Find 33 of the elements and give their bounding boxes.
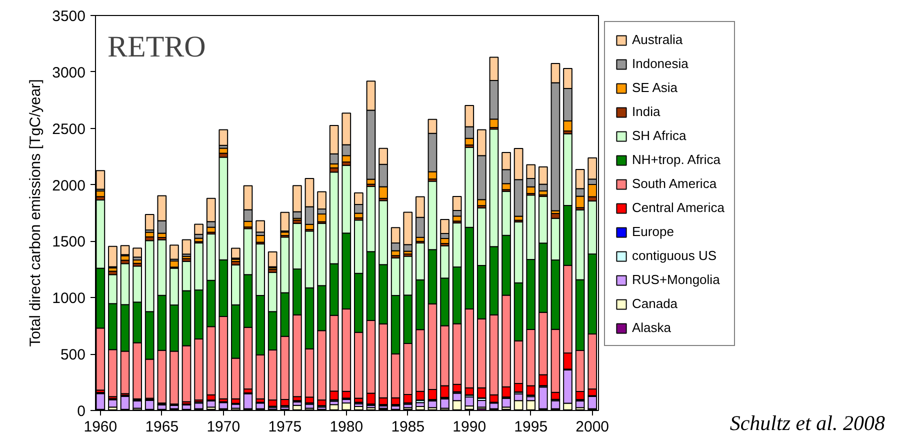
x-tick-label: 2000 <box>576 418 610 436</box>
y-tick-label: 1500 <box>52 234 86 251</box>
legend-label: Europe <box>632 224 674 239</box>
x-tick-label: 1980 <box>330 418 364 436</box>
legend-label: Indonesia <box>632 56 688 71</box>
y-tick-label: 2500 <box>52 120 86 138</box>
annotation: RETRO <box>108 30 206 64</box>
legend-label: RUS+Mongolia <box>632 272 720 287</box>
legend-label: Central America <box>632 200 724 215</box>
legend-label: Australia <box>632 32 683 47</box>
y-tick-label: 2000 <box>52 177 86 194</box>
y-tick-label: 1000 <box>52 290 86 308</box>
legend-label: South America <box>632 176 717 191</box>
legend-label: Alaska <box>632 320 672 335</box>
x-tick-label: 1985 <box>391 418 425 436</box>
x-tick-label: 1960 <box>84 418 118 436</box>
legend-label: SE Asia <box>632 80 678 95</box>
legend-label: NH+trop. Africa <box>632 152 721 167</box>
y-tick-label: 3000 <box>52 64 86 82</box>
x-tick-label: 1995 <box>514 418 548 436</box>
y-axis-title: Total direct carbon emissions [TgC/year] <box>27 79 44 347</box>
y-tick-label: 0 <box>77 403 86 420</box>
legend-label: contiguous US <box>632 248 717 263</box>
x-tick-label: 1990 <box>452 418 486 436</box>
y-tick-label: 500 <box>60 346 86 364</box>
x-tick-label: 1965 <box>145 418 179 436</box>
legend-label: Canada <box>632 296 678 311</box>
x-tick-label: 1970 <box>206 418 240 436</box>
x-tick-label: 1975 <box>268 418 302 436</box>
text: Schultz et al. 2008 <box>730 410 885 437</box>
legend-label: India <box>632 104 660 119</box>
legend-label: SH Africa <box>632 128 686 143</box>
y-tick-label: 3500 <box>52 8 86 25</box>
